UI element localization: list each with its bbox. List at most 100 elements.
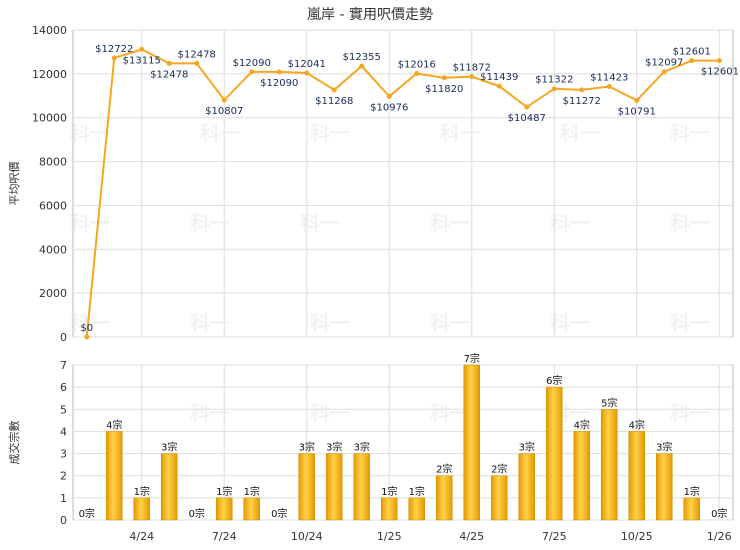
bar	[463, 364, 480, 521]
point-value-label: $10976	[370, 102, 408, 113]
point-value-label: $12016	[398, 60, 436, 71]
bar-y-tick-label: 3	[60, 448, 67, 461]
series-point	[579, 87, 585, 93]
point-value-label: $11322	[535, 75, 573, 86]
series-point	[606, 84, 612, 90]
point-value-label: $11272	[563, 96, 601, 107]
bar	[298, 453, 315, 521]
line-y-tick-label: 6000	[39, 199, 67, 212]
line-y-tick-label: 12000	[32, 68, 67, 81]
watermark-text: 科一	[430, 211, 470, 235]
watermark-text: 科一	[310, 401, 350, 425]
point-value-label: $12478	[150, 69, 188, 80]
point-value-label: $11423	[590, 73, 628, 84]
x-tick-label: 7/25	[542, 530, 567, 543]
series-point	[359, 63, 365, 69]
watermark-text: 科一	[440, 121, 480, 145]
bar-value-label: 0宗	[711, 507, 727, 520]
series-point	[194, 60, 200, 66]
bar	[216, 497, 233, 521]
series-point	[84, 334, 90, 340]
watermark-text: 科一	[560, 121, 600, 145]
bar-value-label: 3宗	[656, 441, 672, 454]
point-value-label: $12355	[343, 52, 381, 63]
watermark-text: 科一	[190, 311, 230, 335]
watermark-text: 科一	[550, 211, 590, 235]
bar-value-label: 0宗	[189, 507, 205, 520]
bar	[546, 386, 563, 521]
series-point	[386, 93, 392, 99]
bar	[243, 497, 260, 521]
bar	[656, 453, 673, 521]
watermark-text: 科一	[670, 401, 710, 425]
point-value-label: $0	[80, 323, 93, 334]
bar-value-label: 3宗	[326, 441, 342, 454]
series-point	[524, 104, 530, 110]
point-value-label: $12601	[701, 67, 739, 78]
bar-value-label: 3宗	[519, 441, 535, 454]
point-value-label: $12041	[288, 59, 326, 70]
point-value-label: $12601	[673, 47, 711, 58]
bar	[518, 453, 535, 521]
bar-value-label: 3宗	[161, 441, 177, 454]
bar	[326, 453, 343, 521]
watermark-text: 科一	[190, 211, 230, 235]
bar-value-label: 1宗	[134, 485, 150, 498]
line-y-tick-label: 8000	[39, 156, 67, 169]
watermark-text: 科一	[200, 121, 240, 145]
bar-value-label: 4宗	[629, 418, 645, 431]
bar-value-label: 1宗	[216, 485, 232, 498]
line-y-tick-label: 0	[60, 331, 67, 344]
point-value-label: $10807	[205, 106, 243, 117]
bar-y-axis-title: 成交宗數	[7, 421, 21, 465]
watermark-text: 科一	[670, 211, 710, 235]
watermark-text: 科一	[70, 311, 110, 335]
bar-value-label: 5宗	[601, 396, 617, 409]
x-tick-label: 1/26	[707, 530, 732, 543]
bar-value-label: 2宗	[436, 463, 452, 476]
watermark-text: 科一	[310, 121, 350, 145]
bar-value-label: 1宗	[684, 485, 700, 498]
point-value-label: $12722	[95, 44, 133, 55]
watermark-text: 科一	[300, 211, 340, 235]
watermark-text: 科一	[430, 401, 470, 425]
line-y-tick-label: 2000	[39, 287, 67, 300]
series-point	[469, 74, 475, 80]
x-tick-label: 1/25	[377, 530, 402, 543]
bar-y-tick-label: 2	[60, 470, 67, 483]
watermark-text: 科一	[190, 401, 230, 425]
line-y-axis-title: 平均呎價	[7, 162, 21, 206]
x-tick-label: 7/24	[212, 530, 237, 543]
watermark-text: 科一	[70, 211, 110, 235]
point-value-label: $11820	[425, 84, 463, 95]
bar-y-tick-label: 0	[60, 514, 67, 527]
series-point	[221, 97, 227, 103]
series-point	[276, 69, 282, 75]
bar-value-label: 2宗	[491, 463, 507, 476]
watermark-text: 科一	[310, 311, 350, 335]
series-point	[441, 75, 447, 81]
bar	[601, 409, 618, 521]
bar-value-label: 7宗	[464, 352, 480, 365]
bar	[106, 431, 123, 521]
bar	[161, 453, 178, 521]
series-point	[111, 55, 117, 61]
point-value-label: $12090	[233, 58, 271, 69]
point-value-label: $11872	[453, 63, 491, 74]
series-point	[139, 46, 145, 52]
point-value-label: $11439	[480, 72, 518, 83]
series-point	[689, 58, 695, 64]
bar	[133, 497, 150, 521]
bar-value-label: 1宗	[381, 485, 397, 498]
bar-y-tick-label: 5	[60, 403, 67, 416]
bar-value-label: 0宗	[79, 507, 95, 520]
bar	[381, 497, 398, 521]
bar-value-label: 3宗	[354, 441, 370, 454]
chart-title: 嵐岸 - 實用呎價走勢	[307, 7, 433, 23]
watermark-text: 科一	[550, 311, 590, 335]
series-point	[249, 69, 255, 75]
bar-value-label: 1宗	[409, 485, 425, 498]
bar	[353, 453, 370, 521]
